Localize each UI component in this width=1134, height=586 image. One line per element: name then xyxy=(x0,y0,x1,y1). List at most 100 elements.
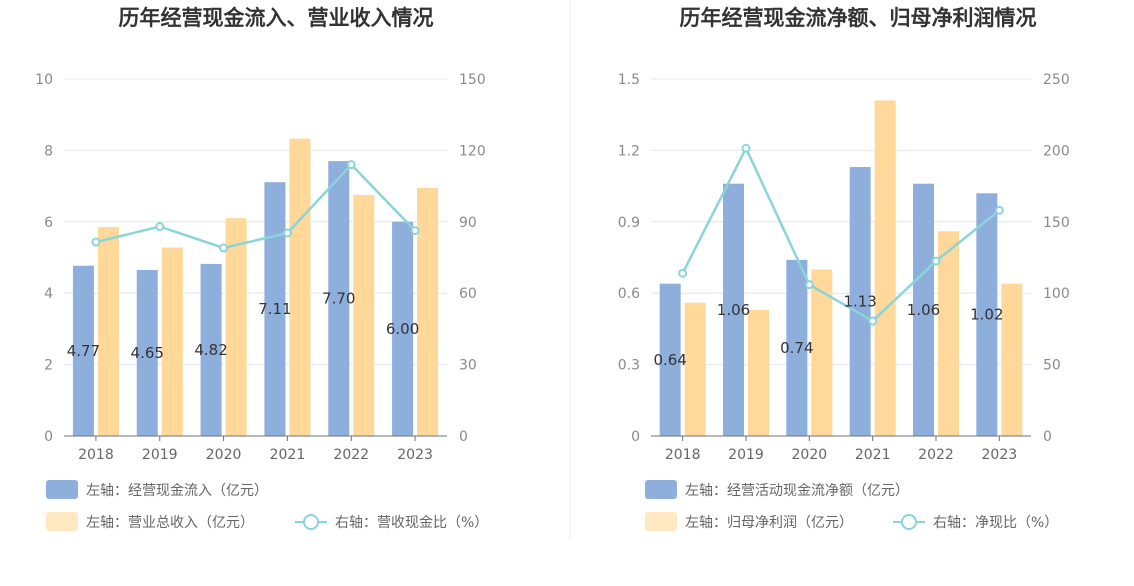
chart-panel-2: 历年经营现金流净额、归母净利润情况 0 0 0.3 50 0.6 100 0.9 150 1.2 2… xyxy=(618,6,1070,531)
legend: 左轴：经营活动现金流净额（亿元） 左轴：归母净利润（亿元） 右轴：净现比（%） xyxy=(645,480,1058,531)
right-axis-tick-label: 0 xyxy=(1043,429,1052,445)
legend-label-secondary: 左轴：归母净利润（亿元） xyxy=(685,514,853,531)
right-axis-tick-label: 0 xyxy=(459,429,468,445)
left-axis-tick-label: 4 xyxy=(44,286,53,302)
legend-swatch-secondary xyxy=(46,512,78,531)
line-point xyxy=(678,268,688,278)
line-point xyxy=(804,280,814,290)
x-axis-tick-label: 2021 xyxy=(270,447,306,463)
bar-secondary xyxy=(97,227,119,436)
bar-data-label: 0.74 xyxy=(780,339,813,357)
bar-secondary xyxy=(874,100,896,437)
right-axis-tick-label: 50 xyxy=(1043,358,1061,374)
legend: 左轴：经营现金流入（亿元） 左轴：营业总收入（亿元） 右轴：营收现金比（%） xyxy=(46,480,488,531)
x-axis-tick-label: 2022 xyxy=(333,447,369,463)
bar-secondary xyxy=(1001,283,1023,436)
legend-label-primary: 左轴：经营现金流入（亿元） xyxy=(86,483,268,499)
bar-secondary xyxy=(684,302,706,436)
bar-data-label: 7.70 xyxy=(322,290,355,308)
bar-secondary xyxy=(811,269,833,436)
right-axis-tick-label: 150 xyxy=(1043,215,1070,231)
bar-data-label: 7.11 xyxy=(258,300,291,318)
legend-label-primary: 左轴：经营活动现金流净额（亿元） xyxy=(685,483,909,499)
line-series xyxy=(681,147,1001,323)
bar-primary xyxy=(786,259,808,436)
right-axis-tick-label: 30 xyxy=(459,358,477,374)
right-axis-tick-label: 120 xyxy=(459,143,486,159)
right-axis-tick-label: 100 xyxy=(1043,286,1070,302)
bar-secondary xyxy=(417,187,439,436)
x-axis-tick-label: 2023 xyxy=(982,447,1018,463)
left-axis-tick-label: 6 xyxy=(44,215,53,231)
x-axis-tick-label: 2019 xyxy=(728,447,764,463)
right-axis-tick-label: 150 xyxy=(459,72,486,88)
line-point xyxy=(282,228,292,238)
legend-label-line: 右轴：营收现金比（%） xyxy=(335,515,488,531)
left-axis-tick-label: 8 xyxy=(44,143,53,159)
left-axis-tick-label: 1.5 xyxy=(618,72,640,88)
x-axis-tick-label: 2023 xyxy=(397,447,433,463)
legend-swatch-marker xyxy=(901,514,917,530)
bar-data-label: 1.06 xyxy=(907,301,940,319)
bar-primary xyxy=(72,265,94,436)
line-point xyxy=(931,256,941,266)
bar-primary xyxy=(723,183,744,436)
legend-swatch-primary xyxy=(645,480,677,499)
bar-secondary xyxy=(748,309,769,436)
left-axis-tick-label: 0.3 xyxy=(618,358,640,374)
legend-swatch-primary xyxy=(46,480,78,499)
x-axis-tick-label: 2018 xyxy=(78,447,114,463)
bar-secondary xyxy=(353,195,375,436)
bar-secondary xyxy=(225,218,247,436)
right-axis-tick-label: 200 xyxy=(1043,143,1070,159)
x-axis-tick-label: 2018 xyxy=(665,447,701,463)
left-axis-tick-label: 10 xyxy=(35,72,53,88)
legend-label-line: 右轴：净现比（%） xyxy=(933,515,1058,531)
line-point xyxy=(91,237,101,247)
x-axis-tick-label: 2020 xyxy=(792,447,828,463)
line-series xyxy=(95,163,416,250)
bar-data-label: 4.65 xyxy=(131,344,164,362)
bar-primary xyxy=(392,221,414,436)
line-point xyxy=(346,160,356,170)
bar-primary xyxy=(976,193,998,436)
left-axis-tick-label: 2 xyxy=(44,358,53,374)
bar-primary xyxy=(328,161,350,437)
chart-panel-1: 历年经营现金流入、营业收入情况 0 0 2 30 4 60 6 90 8 120 10 150 2018 2… xyxy=(35,6,488,531)
x-axis-tick-label: 2022 xyxy=(918,447,954,463)
legend-label-secondary: 左轴：营业总收入（亿元） xyxy=(86,515,254,531)
bar-data-label: 4.82 xyxy=(194,341,227,359)
line-point xyxy=(868,316,878,326)
line-point xyxy=(741,143,751,153)
bar-primary xyxy=(659,283,681,436)
bar-primary xyxy=(136,269,158,436)
bar-primary xyxy=(200,263,222,436)
right-axis-tick-label: 90 xyxy=(459,215,477,231)
x-axis-tick-label: 2019 xyxy=(142,447,178,463)
bar-data-label: 1.13 xyxy=(843,293,876,311)
line-point xyxy=(219,243,229,253)
left-axis-tick-label: 0.9 xyxy=(618,215,640,231)
bar-data-label: 4.77 xyxy=(67,342,100,360)
bar-secondary xyxy=(289,138,311,436)
chart-title: 历年经营现金流净额、归母净利润情况 xyxy=(680,6,1037,30)
bar-primary xyxy=(264,182,286,436)
right-axis-tick-label: 60 xyxy=(459,286,477,302)
left-axis-tick-label: 0 xyxy=(44,429,53,445)
legend-swatch-secondary xyxy=(645,512,677,531)
chart-title: 历年经营现金流入、营业收入情况 xyxy=(119,6,434,30)
bar-primary xyxy=(913,183,934,436)
bar-primary xyxy=(849,167,871,436)
line-point xyxy=(155,222,165,232)
left-axis-tick-label: 0 xyxy=(631,429,640,445)
bar-data-label: 6.00 xyxy=(386,320,419,338)
line-point xyxy=(410,226,420,236)
x-axis-tick-label: 2020 xyxy=(206,447,242,463)
left-axis-tick-label: 0.6 xyxy=(618,286,640,302)
bar-secondary xyxy=(938,231,959,436)
x-axis-tick-label: 2021 xyxy=(855,447,891,463)
bar-data-label: 1.02 xyxy=(970,306,1003,324)
bar-secondary xyxy=(161,247,183,436)
